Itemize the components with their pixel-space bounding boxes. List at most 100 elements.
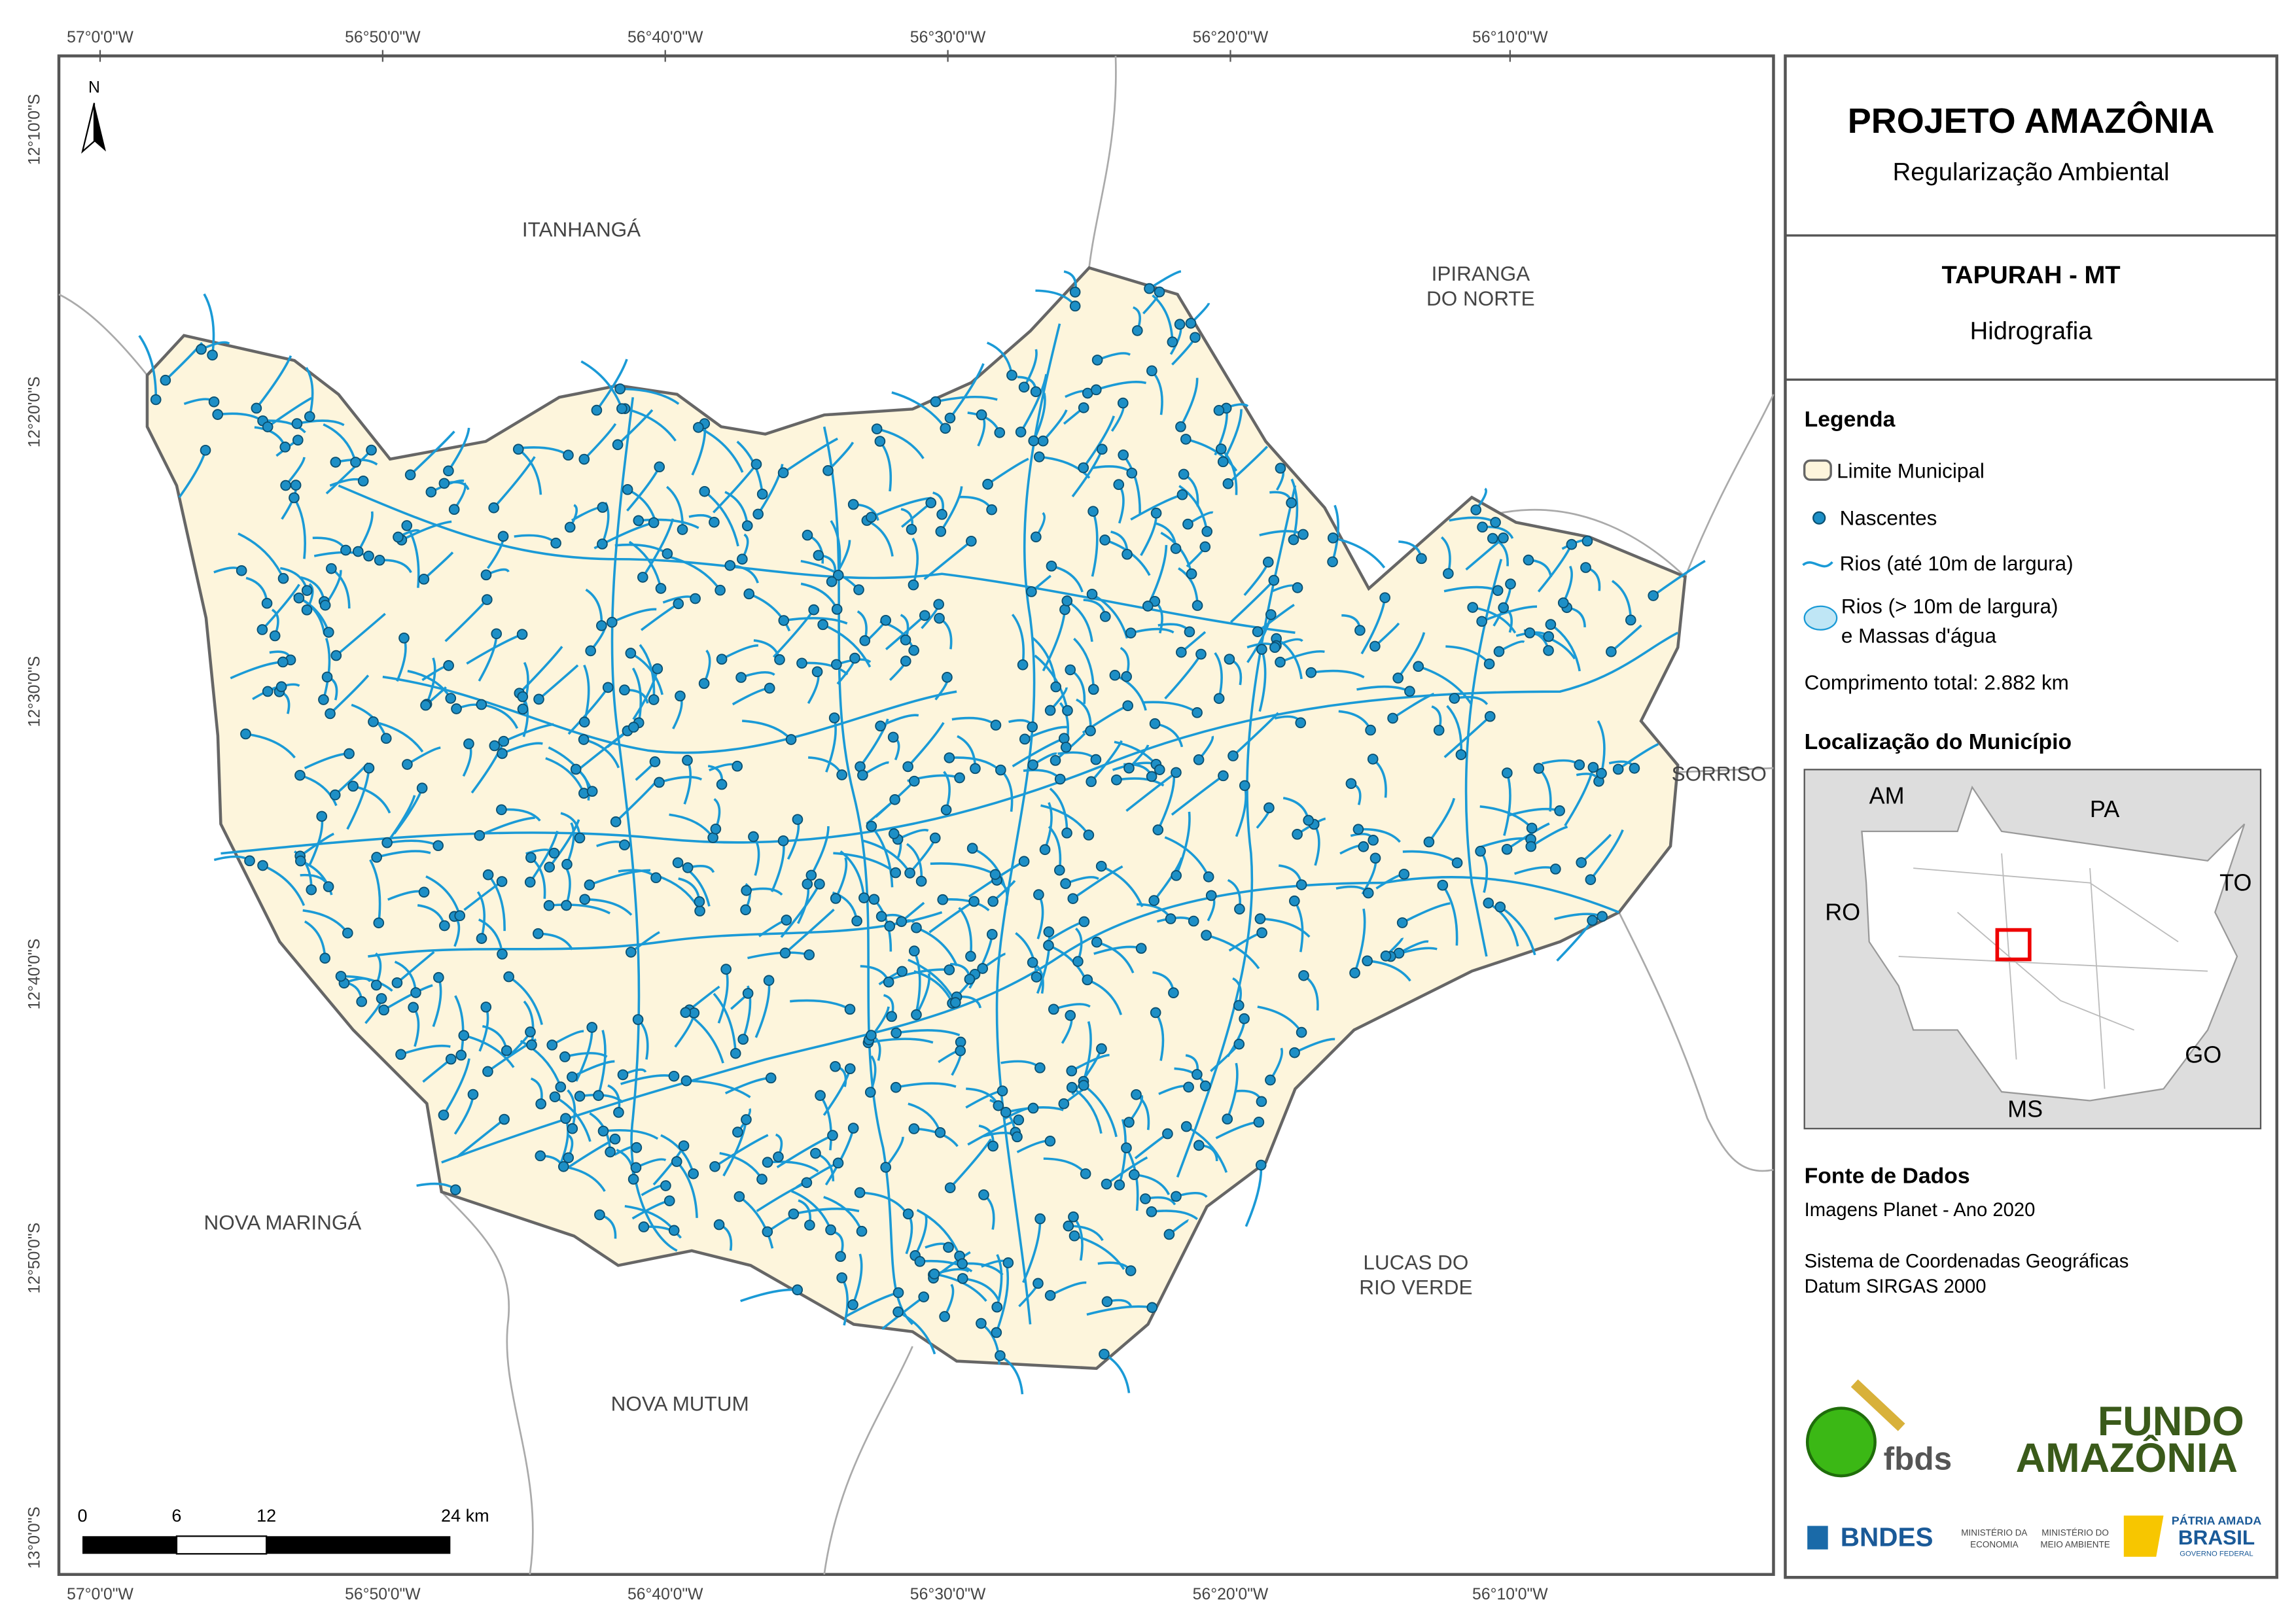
tributary (1294, 1038, 1335, 1054)
spring (491, 628, 503, 640)
spring (970, 763, 981, 775)
spring (989, 869, 1001, 881)
spring (1091, 355, 1103, 366)
spring (574, 832, 586, 844)
spring (1525, 841, 1537, 852)
spring (549, 1091, 561, 1102)
tributary (851, 1253, 863, 1306)
tributary (935, 395, 998, 403)
spring (764, 682, 775, 694)
spring (715, 584, 726, 596)
tributary (738, 1195, 774, 1249)
spring (1150, 508, 1162, 519)
spring (1061, 828, 1072, 839)
tributary (595, 358, 628, 411)
tributary (238, 532, 285, 579)
spring (902, 1208, 914, 1220)
tributary (1151, 1210, 1198, 1221)
spring (810, 1147, 821, 1159)
spring (1111, 774, 1122, 786)
spring (498, 735, 510, 747)
spring (1263, 802, 1275, 814)
spring (1168, 987, 1179, 998)
spring (890, 867, 902, 879)
theme: Hidrografia (1970, 317, 2093, 345)
spring (1354, 625, 1366, 636)
spring (874, 436, 886, 447)
tributary (138, 335, 158, 400)
x-coordinate: 56°10'0"W (1472, 1586, 1548, 1603)
y-coordinate: 13°0'0"S (26, 1507, 44, 1569)
tributary (1446, 705, 1463, 755)
y-coordinate: 12°20'0"S (26, 376, 44, 447)
spring (990, 720, 1002, 731)
spring (1018, 381, 1030, 393)
spring (1265, 609, 1277, 620)
spring (1037, 435, 1049, 447)
spring (632, 1014, 644, 1025)
spring (578, 734, 590, 745)
spring (1201, 526, 1213, 537)
spring (1222, 478, 1234, 489)
tributary (1005, 1106, 1064, 1114)
spring (785, 734, 797, 745)
spring (550, 537, 561, 549)
spring (1122, 700, 1134, 712)
spring (832, 1157, 844, 1169)
spring (716, 654, 728, 665)
spring (835, 1251, 846, 1263)
spring (1476, 616, 1487, 627)
spring (1144, 283, 1155, 294)
spring (940, 804, 952, 816)
spring (370, 979, 382, 991)
spring (1186, 568, 1197, 580)
legend-label: Limite Municipal (1837, 459, 1985, 482)
spring (1123, 762, 1135, 774)
spring (591, 404, 603, 416)
tributary (401, 520, 452, 542)
spring (378, 1004, 389, 1016)
spring (340, 544, 351, 556)
x-coordinate: 56°40'0"W (627, 29, 703, 46)
spring (497, 748, 508, 759)
tributary (1033, 393, 1046, 442)
tributary (915, 973, 930, 1015)
tributary (305, 366, 314, 417)
spring (828, 712, 840, 724)
spring (1129, 1169, 1140, 1180)
spring (458, 1030, 470, 1041)
ministry-text: MINISTÉRIO DO (2041, 1527, 2109, 1537)
spring (329, 789, 341, 801)
spring (1296, 1026, 1307, 1038)
spring (690, 593, 701, 604)
spring (374, 554, 385, 566)
spring (740, 904, 751, 916)
spring (1135, 943, 1147, 954)
spring (613, 1107, 624, 1118)
tributary (1332, 536, 1386, 568)
spring (1597, 911, 1608, 922)
spring (295, 855, 306, 867)
spring (906, 523, 917, 535)
tributary (255, 355, 292, 410)
spring (986, 504, 997, 515)
spring (928, 1268, 940, 1280)
spring (1449, 693, 1460, 704)
spring (1063, 1220, 1074, 1232)
tributary (1392, 692, 1435, 720)
tributary (934, 1272, 987, 1302)
spring (847, 1123, 859, 1134)
spring (964, 973, 976, 985)
tributary (1232, 712, 1279, 757)
side-panel: PROJETO AMAZÔNIA Regularização Ambiental… (1784, 54, 2278, 1579)
spring (1069, 1230, 1080, 1242)
tributary (529, 830, 559, 883)
spring (371, 852, 382, 863)
spring (1027, 1102, 1039, 1114)
x-coordinate: 57°0'0"W (67, 29, 133, 46)
spring (908, 775, 920, 787)
spring (1367, 754, 1379, 765)
spring (535, 1098, 546, 1109)
spring (777, 835, 789, 846)
spring (605, 1146, 616, 1158)
